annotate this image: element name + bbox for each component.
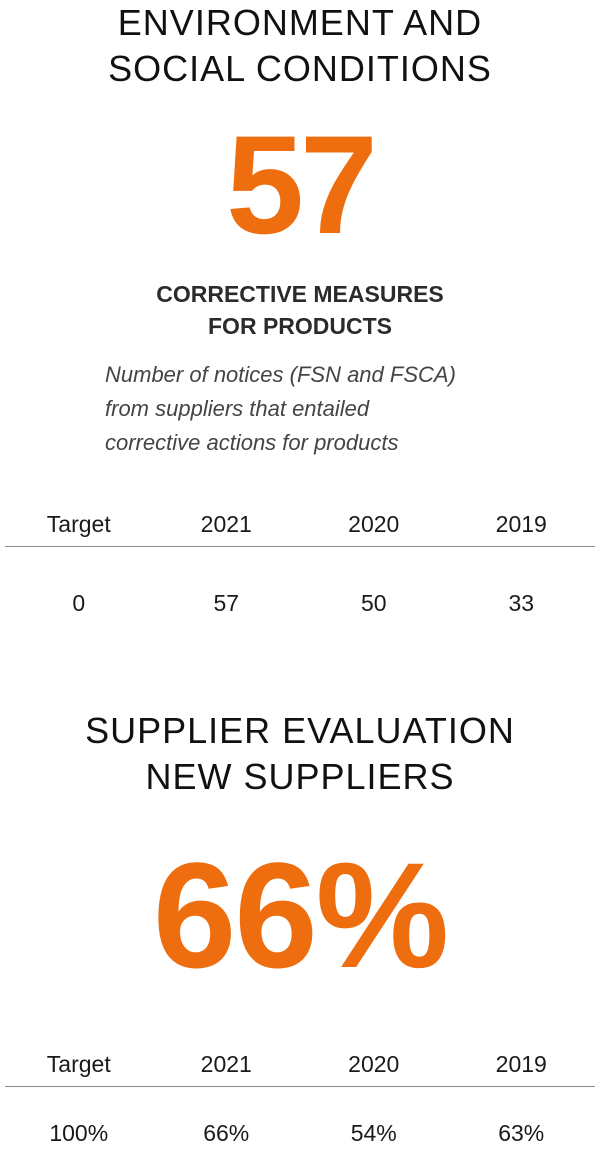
section2-header-2019: 2019 bbox=[495, 1050, 547, 1077]
section1-value-2021: 57 bbox=[213, 589, 240, 616]
section1-description-line-2: from suppliers that entailed bbox=[105, 396, 370, 421]
section1-value-target: 0 bbox=[72, 589, 86, 616]
section1-subheading-line-1: CORRECTIVE MEASURES bbox=[156, 281, 444, 307]
section1-value-2020: 50 bbox=[360, 589, 387, 616]
section2-divider bbox=[5, 1086, 595, 1087]
section1-subheading: CORRECTIVE MEASURES FOR PRODUCTS bbox=[0, 278, 600, 342]
section2-title-line-1: SUPPLIER EVALUATION bbox=[85, 710, 515, 751]
section1-header-row: Target 2021 2020 2019 bbox=[5, 502, 595, 546]
section2-value-target: 100% bbox=[49, 1119, 109, 1146]
section1-header-2020: 2020 bbox=[348, 510, 400, 537]
section2-big-number: 66% bbox=[152, 831, 449, 999]
section1-divider bbox=[5, 546, 595, 547]
section2-header-row: Target 2021 2020 2019 bbox=[5, 1042, 595, 1086]
section2-kpi-table: Target 2021 2020 2019 100% 66% 54% 63% bbox=[5, 1042, 595, 1155]
section1-header-target: Target bbox=[46, 510, 111, 537]
section1-description-line-1: Number of notices (FSN and FSCA) bbox=[105, 362, 456, 387]
section1-title: ENVIRONMENT AND SOCIAL CONDITIONS bbox=[0, 0, 600, 92]
section2-value-2020: 54% bbox=[350, 1119, 397, 1146]
section2-header-target: Target bbox=[46, 1050, 111, 1077]
section1-subheading-line-2: FOR PRODUCTS bbox=[208, 313, 392, 339]
section1-header-2021: 2021 bbox=[200, 510, 252, 537]
section2-title-line-2: NEW SUPPLIERS bbox=[145, 756, 455, 797]
section1-header-2019: 2019 bbox=[495, 510, 547, 537]
section1-big-number: 57 bbox=[226, 106, 378, 263]
section1-kpi-table: Target 2021 2020 2019 0 57 50 33 bbox=[5, 502, 595, 625]
section1-title-line-1: ENVIRONMENT AND bbox=[117, 2, 483, 43]
section1-value-row: 0 57 50 33 bbox=[5, 581, 595, 625]
section2-value-2019: 63% bbox=[498, 1119, 545, 1146]
section1-value-2019: 33 bbox=[508, 589, 535, 616]
section1-description: Number of notices (FSN and FSCA) from su… bbox=[105, 358, 545, 460]
section2-header-2020: 2020 bbox=[348, 1050, 400, 1077]
section2-value-2021: 66% bbox=[203, 1119, 250, 1146]
section2-header-2021: 2021 bbox=[200, 1050, 252, 1077]
section2-title: SUPPLIER EVALUATION NEW SUPPLIERS bbox=[0, 708, 600, 800]
section1-description-line-3: corrective actions for products bbox=[105, 430, 399, 455]
section1-title-line-2: SOCIAL CONDITIONS bbox=[108, 48, 492, 89]
section2-value-row: 100% 66% 54% 63% bbox=[5, 1111, 595, 1155]
